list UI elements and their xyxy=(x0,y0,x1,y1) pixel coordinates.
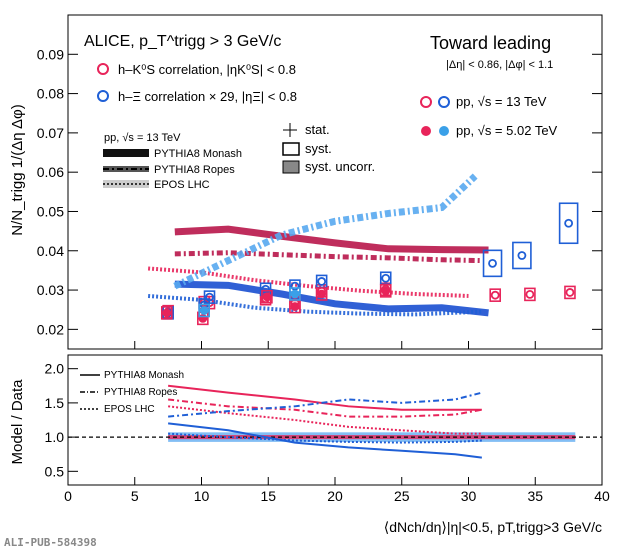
syst-box-1-8 xyxy=(512,241,532,270)
ratio-line-3 xyxy=(168,422,482,459)
x-tick-label-7: 35 xyxy=(527,488,543,504)
x-tick-label-2: 10 xyxy=(194,488,210,504)
syst-box-2-4 xyxy=(315,287,328,301)
legend-model-header: pp, √s = 13 TeV xyxy=(104,132,181,144)
syst-box-3-0 xyxy=(198,303,210,318)
y-tick-label-top-4: 0.06 xyxy=(37,164,64,180)
legend-syst-uncorr: syst. uncorr. xyxy=(305,159,375,174)
syst-box-2-2 xyxy=(261,289,273,304)
ratio-line-4 xyxy=(168,391,483,418)
model-band-1 xyxy=(174,250,482,264)
y-tick-label-bottom-3: 2.0 xyxy=(45,361,65,377)
ratio-line-0 xyxy=(168,384,482,411)
data-point-3-1 xyxy=(290,289,300,299)
model-band-4 xyxy=(173,173,478,290)
legend-syst: syst. xyxy=(305,141,332,156)
syst-box-0-9 xyxy=(564,285,576,300)
syst-box-1-2 xyxy=(203,290,216,304)
y-tick-label-top-7: 0.09 xyxy=(37,46,64,62)
legend-syst-uncorr-box xyxy=(282,160,300,174)
legend-ropes: PYTHIA8 Ropes xyxy=(154,164,235,176)
y-tick-label-top-0: 0.02 xyxy=(37,321,64,337)
legend-kshort: h–K⁰S correlation, |ηK⁰S| < 0.8 xyxy=(118,62,296,77)
experiment-label: ALICE, p_T^trigg > 3 GeV/c xyxy=(84,33,281,50)
y-axis-label-bottom: Model / Data xyxy=(9,379,26,465)
model-band-0 xyxy=(174,225,489,254)
data-point-0-7 xyxy=(490,290,500,300)
legend-monash-swatch xyxy=(103,149,149,157)
ratio-line-2 xyxy=(168,405,482,435)
legend-pp502-marker-k xyxy=(421,126,431,136)
ratio-line-1 xyxy=(168,398,483,418)
data-point-1-5 xyxy=(317,277,327,286)
x-axis-label: ⟨dNch/dη⟩|η|<0.5, pT,trigg>3 GeV/c xyxy=(384,519,602,535)
x-tick-label-1: 5 xyxy=(131,488,139,504)
legend-stat: stat. xyxy=(305,122,330,137)
legend-xi: h–Ξ correlation × 29, |ηΞ| < 0.8 xyxy=(118,89,297,104)
legend-monash: PYTHIA8 Monash xyxy=(154,148,242,160)
data-point-1-8 xyxy=(517,251,527,260)
legend-pp502-marker-xi xyxy=(439,126,449,136)
data-point-0-9 xyxy=(565,288,575,297)
legend-epos: EPOS LHC xyxy=(154,179,210,191)
x-tick-label-4: 20 xyxy=(327,488,343,504)
model-band-3 xyxy=(174,280,489,317)
data-point-0-8 xyxy=(525,289,535,299)
data-point-2-4 xyxy=(317,289,327,299)
legend-syst-box xyxy=(282,142,300,156)
legend-pp13-marker-xi xyxy=(438,96,450,108)
x-tick-label-3: 15 xyxy=(260,488,276,504)
y-axis-label-top: N/N_trigg 1/(Δη Δφ) xyxy=(9,104,26,235)
ratio-line-5 xyxy=(168,432,482,444)
top-data-points xyxy=(160,202,579,326)
legend-pp13: pp, √s = 13 TeV xyxy=(456,94,547,109)
y-tick-label-top-5: 0.07 xyxy=(37,125,64,141)
legend-pp13-marker-k xyxy=(420,96,432,108)
y-tick-label-bottom-1: 1.0 xyxy=(45,429,65,445)
data-point-1-7 xyxy=(488,258,497,268)
syst-box-1-9 xyxy=(558,202,579,245)
bottom-ratio-lines xyxy=(68,384,602,459)
x-tick-label-5: 25 xyxy=(394,488,410,504)
syst-box-0-7 xyxy=(489,288,502,302)
axes-ticks: 0.02 0.03 0.04 0.05 0.06 0.07 0.08 0.09 0.5 1.0 1.… xyxy=(37,46,610,504)
y-tick-label-top-6: 0.08 xyxy=(37,86,64,102)
bottom-legend-epos: EPOS LHC xyxy=(104,404,155,415)
legend-epos-swatch xyxy=(103,180,149,188)
data-point-2-3 xyxy=(290,302,300,311)
legend-kshort-marker xyxy=(97,63,109,75)
syst-box-0-8 xyxy=(524,287,536,302)
x-tick-label-0: 0 xyxy=(64,488,72,504)
data-point-1-9 xyxy=(564,218,574,228)
legend-xi-marker xyxy=(97,90,109,102)
x-tick-label-6: 30 xyxy=(461,488,477,504)
region-label: Toward leading xyxy=(430,33,551,53)
syst-box-1-7 xyxy=(482,249,503,278)
data-point-2-5 xyxy=(381,286,391,296)
y-tick-label-top-3: 0.05 xyxy=(37,203,64,219)
x-tick-label-8: 40 xyxy=(594,488,610,504)
bottom-legend-monash: PYTHIA8 Monash xyxy=(104,370,184,381)
data-point-1-2 xyxy=(205,292,214,302)
y-tick-label-top-2: 0.04 xyxy=(37,243,64,259)
syst-box-2-0 xyxy=(160,306,173,320)
cuts-label: |Δη| < 0.86, |Δφ| < 1.1 xyxy=(446,59,553,71)
legend-pp502: pp, √s = 5.02 TeV xyxy=(456,123,558,138)
data-point-2-0 xyxy=(162,308,172,318)
data-point-3-0 xyxy=(199,306,209,315)
bottom-legend-ropes: PYTHIA8 Ropes xyxy=(104,387,177,398)
data-point-1-6 xyxy=(381,273,391,283)
y-tick-label-bottom-0: 0.5 xyxy=(45,463,65,479)
data-point-2-2 xyxy=(262,292,272,302)
top-model-bands xyxy=(147,173,489,317)
syst-box-2-5 xyxy=(379,284,392,298)
footer-tag: ALI-PUB-584398 xyxy=(4,536,97,549)
y-tick-label-bottom-2: 1.5 xyxy=(45,395,65,411)
y-tick-label-top-1: 0.03 xyxy=(37,282,64,298)
syst-box-3-1 xyxy=(289,287,301,301)
